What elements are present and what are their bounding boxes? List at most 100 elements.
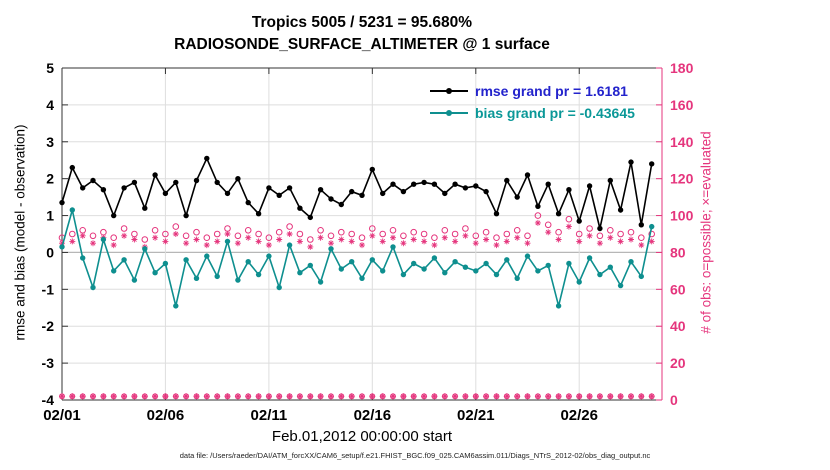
series-marker bbox=[317, 187, 324, 193]
series-marker bbox=[265, 234, 273, 241]
series-marker bbox=[483, 393, 490, 400]
series-marker bbox=[452, 181, 458, 187]
series-marker bbox=[555, 303, 562, 309]
right-axis-label: # of obs: o=possible; ×=evaluated bbox=[698, 131, 714, 334]
series-marker bbox=[513, 227, 521, 234]
series-marker bbox=[575, 230, 583, 238]
series-marker bbox=[649, 223, 655, 230]
bias-legend-marker bbox=[430, 108, 468, 118]
series-marker bbox=[224, 238, 231, 245]
series-marker bbox=[276, 393, 283, 400]
series-marker bbox=[307, 262, 313, 269]
series-marker bbox=[193, 275, 200, 281]
chart-title: Tropics 5005 / 5231 = 95.680% bbox=[251, 14, 473, 31]
bottom-row-obs-markers-series bbox=[59, 393, 655, 400]
series-marker bbox=[473, 183, 479, 189]
series-marker bbox=[193, 228, 200, 236]
series-marker bbox=[120, 225, 128, 232]
series-marker bbox=[286, 185, 293, 191]
rmse-legend-marker bbox=[430, 86, 468, 96]
series-marker bbox=[307, 236, 314, 243]
series-marker bbox=[400, 232, 407, 240]
series-marker bbox=[317, 279, 324, 285]
right-tick-label: 0 bbox=[670, 392, 678, 408]
series-marker bbox=[193, 177, 200, 184]
series-marker bbox=[410, 236, 417, 243]
series-marker bbox=[204, 253, 210, 259]
series-marker bbox=[214, 238, 221, 245]
series-marker bbox=[514, 393, 521, 400]
series-marker bbox=[390, 244, 396, 250]
series-marker bbox=[420, 230, 428, 238]
series-marker bbox=[297, 205, 303, 211]
series-marker bbox=[286, 393, 293, 400]
series-marker bbox=[286, 231, 293, 237]
series-marker bbox=[586, 183, 593, 189]
y-tick-label: 2 bbox=[46, 171, 54, 187]
series-marker bbox=[576, 393, 583, 400]
series-marker bbox=[349, 259, 355, 265]
y-tick-label: -3 bbox=[42, 355, 55, 371]
series-marker bbox=[328, 240, 334, 247]
series-marker bbox=[296, 238, 303, 245]
right-tick-label: 80 bbox=[670, 244, 686, 260]
series-marker bbox=[607, 227, 614, 234]
series-marker bbox=[483, 236, 490, 243]
series-marker bbox=[597, 225, 603, 232]
series-marker bbox=[214, 179, 220, 186]
series-marker bbox=[400, 271, 407, 278]
series-marker bbox=[596, 232, 604, 240]
series-marker bbox=[338, 201, 344, 208]
series-marker bbox=[79, 393, 86, 400]
series-marker bbox=[555, 236, 562, 243]
series-marker bbox=[607, 234, 614, 241]
series-marker bbox=[349, 188, 355, 195]
series-marker bbox=[214, 393, 221, 400]
series-marker bbox=[162, 238, 169, 245]
series-marker bbox=[276, 192, 282, 198]
series-marker bbox=[524, 240, 531, 247]
series-marker bbox=[462, 225, 469, 232]
series-marker bbox=[524, 253, 531, 259]
series-marker bbox=[359, 192, 365, 198]
chart-subtitle: RADIOSONDE_SURFACE_ALTIMETER @ 1 surface bbox=[174, 36, 550, 53]
series-marker bbox=[565, 393, 572, 400]
series-marker bbox=[566, 260, 572, 267]
series-marker bbox=[121, 393, 128, 400]
right-tick-label: 180 bbox=[670, 60, 694, 76]
series-marker bbox=[111, 268, 117, 274]
series-marker bbox=[576, 218, 582, 224]
series-marker bbox=[59, 240, 65, 247]
series-marker bbox=[421, 238, 428, 245]
series-marker bbox=[213, 230, 221, 238]
series-marker bbox=[338, 228, 345, 236]
series-marker bbox=[493, 242, 500, 249]
series-marker bbox=[627, 228, 635, 236]
series-marker bbox=[142, 205, 148, 211]
series-marker bbox=[100, 393, 107, 400]
series-marker bbox=[348, 393, 355, 400]
series-marker bbox=[431, 393, 438, 400]
series-marker bbox=[503, 230, 511, 238]
series-marker bbox=[369, 225, 376, 232]
series-marker bbox=[255, 393, 262, 400]
series-marker bbox=[607, 393, 614, 400]
series-marker bbox=[203, 393, 210, 400]
x-tick-label: 02/21 bbox=[457, 407, 495, 424]
series-marker bbox=[317, 234, 324, 241]
series-marker bbox=[151, 227, 159, 234]
right-tick-label: 60 bbox=[670, 281, 686, 297]
series-marker bbox=[638, 273, 644, 280]
series-marker bbox=[173, 303, 179, 309]
series-marker bbox=[442, 270, 448, 276]
series-marker bbox=[503, 393, 510, 400]
series-marker bbox=[504, 257, 510, 263]
series-marker bbox=[555, 211, 562, 217]
series-marker bbox=[576, 238, 583, 245]
series-marker bbox=[224, 225, 231, 232]
x-tick-label: 02/26 bbox=[560, 407, 598, 424]
series-marker bbox=[369, 393, 376, 400]
series-marker bbox=[121, 185, 127, 191]
series-marker bbox=[586, 255, 593, 261]
series-marker bbox=[411, 260, 417, 267]
